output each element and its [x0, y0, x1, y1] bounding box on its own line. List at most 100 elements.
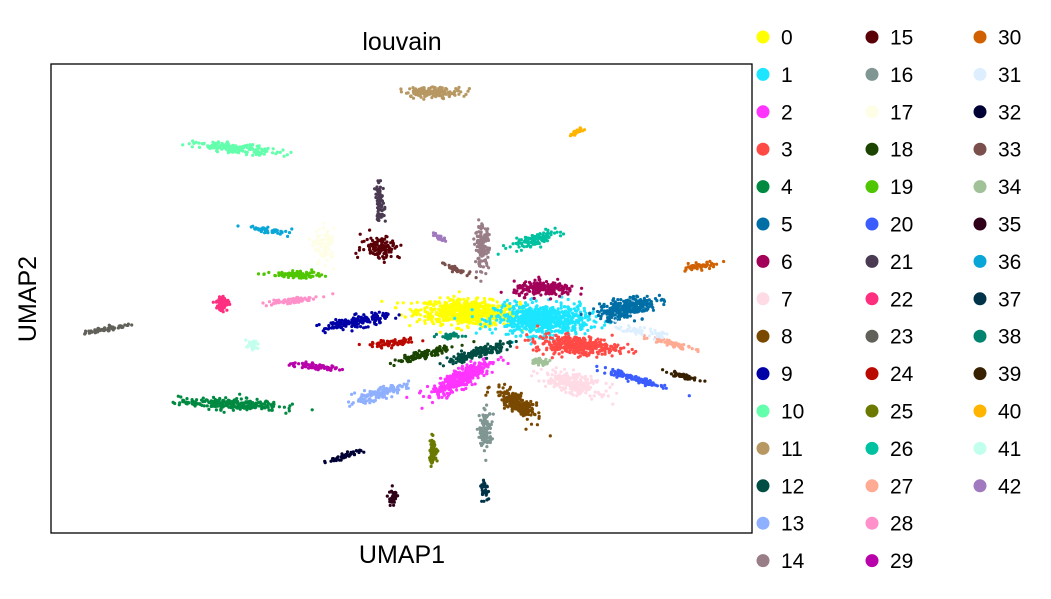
data-point	[358, 232, 362, 236]
data-point	[488, 321, 492, 326]
data-point	[507, 316, 511, 321]
cluster-12-points	[438, 339, 518, 368]
data-point	[277, 405, 281, 409]
data-point	[531, 348, 535, 352]
data-point	[563, 313, 567, 317]
data-point	[478, 345, 483, 350]
data-point	[282, 405, 286, 409]
data-point	[541, 352, 545, 356]
data-point	[209, 399, 213, 403]
data-point	[477, 225, 481, 229]
data-point	[380, 299, 384, 303]
data-point	[484, 458, 488, 462]
data-point	[580, 286, 584, 290]
data-point	[176, 394, 180, 398]
data-point	[615, 375, 619, 379]
data-point	[537, 290, 541, 294]
data-point	[456, 359, 460, 363]
data-point	[327, 235, 331, 239]
data-point	[432, 303, 436, 307]
data-point	[424, 350, 428, 354]
data-point	[578, 338, 582, 342]
data-point	[267, 270, 271, 275]
data-point	[583, 332, 587, 336]
data-point	[465, 299, 469, 303]
data-point	[546, 327, 551, 331]
data-point	[317, 246, 321, 250]
data-point	[378, 386, 382, 390]
data-point	[287, 409, 291, 413]
data-point	[433, 307, 437, 311]
data-point	[571, 313, 576, 317]
data-point	[596, 309, 600, 314]
data-point	[491, 304, 495, 308]
data-point	[643, 384, 648, 388]
data-point	[248, 404, 252, 408]
data-point	[232, 399, 236, 403]
data-point	[537, 348, 541, 352]
data-point	[319, 239, 323, 243]
data-point	[467, 370, 471, 374]
data-point	[466, 326, 470, 330]
data-point	[464, 92, 468, 96]
data-point	[480, 438, 484, 442]
data-point	[489, 361, 493, 365]
data-point	[500, 345, 504, 349]
data-point	[475, 245, 479, 249]
data-point	[626, 298, 630, 302]
data-point	[604, 345, 608, 349]
data-point	[512, 290, 516, 295]
data-point	[350, 324, 354, 329]
data-point	[519, 334, 523, 338]
data-point	[503, 311, 507, 315]
data-point	[556, 277, 560, 281]
data-point	[483, 258, 488, 262]
data-point	[385, 253, 389, 258]
data-point	[448, 306, 452, 310]
data-point	[330, 235, 334, 239]
data-point	[579, 312, 583, 316]
data-point	[529, 312, 534, 316]
data-point	[310, 408, 314, 412]
data-point	[620, 312, 624, 316]
data-point	[634, 349, 638, 354]
data-point	[554, 366, 558, 370]
data-point	[473, 368, 477, 372]
data-point	[370, 311, 374, 315]
data-point	[583, 345, 587, 349]
data-point	[308, 271, 312, 275]
data-point	[579, 292, 583, 296]
data-point	[634, 298, 638, 302]
data-point	[630, 347, 634, 352]
data-point	[599, 305, 603, 309]
data-point	[408, 307, 412, 311]
data-point	[316, 249, 320, 253]
data-point	[472, 237, 476, 241]
data-point	[608, 385, 612, 389]
data-point	[388, 248, 392, 252]
data-point	[446, 318, 450, 322]
data-point	[359, 325, 363, 329]
data-point	[434, 300, 438, 304]
cluster-19-points	[256, 268, 328, 280]
data-point	[403, 353, 407, 358]
data-point	[445, 385, 449, 389]
data-point	[477, 256, 481, 260]
data-point	[536, 324, 540, 328]
data-point	[456, 88, 460, 92]
data-point	[427, 395, 431, 399]
data-point	[606, 310, 610, 314]
data-point	[313, 247, 318, 251]
data-point	[467, 87, 471, 91]
data-point	[532, 313, 536, 317]
data-point	[609, 306, 613, 310]
data-point	[488, 327, 492, 332]
data-point	[427, 302, 431, 306]
data-point	[317, 323, 321, 327]
data-point	[452, 294, 456, 298]
data-point	[472, 340, 476, 344]
data-point	[496, 358, 500, 362]
data-point	[592, 307, 596, 311]
data-point	[433, 353, 437, 357]
data-point	[215, 150, 220, 154]
